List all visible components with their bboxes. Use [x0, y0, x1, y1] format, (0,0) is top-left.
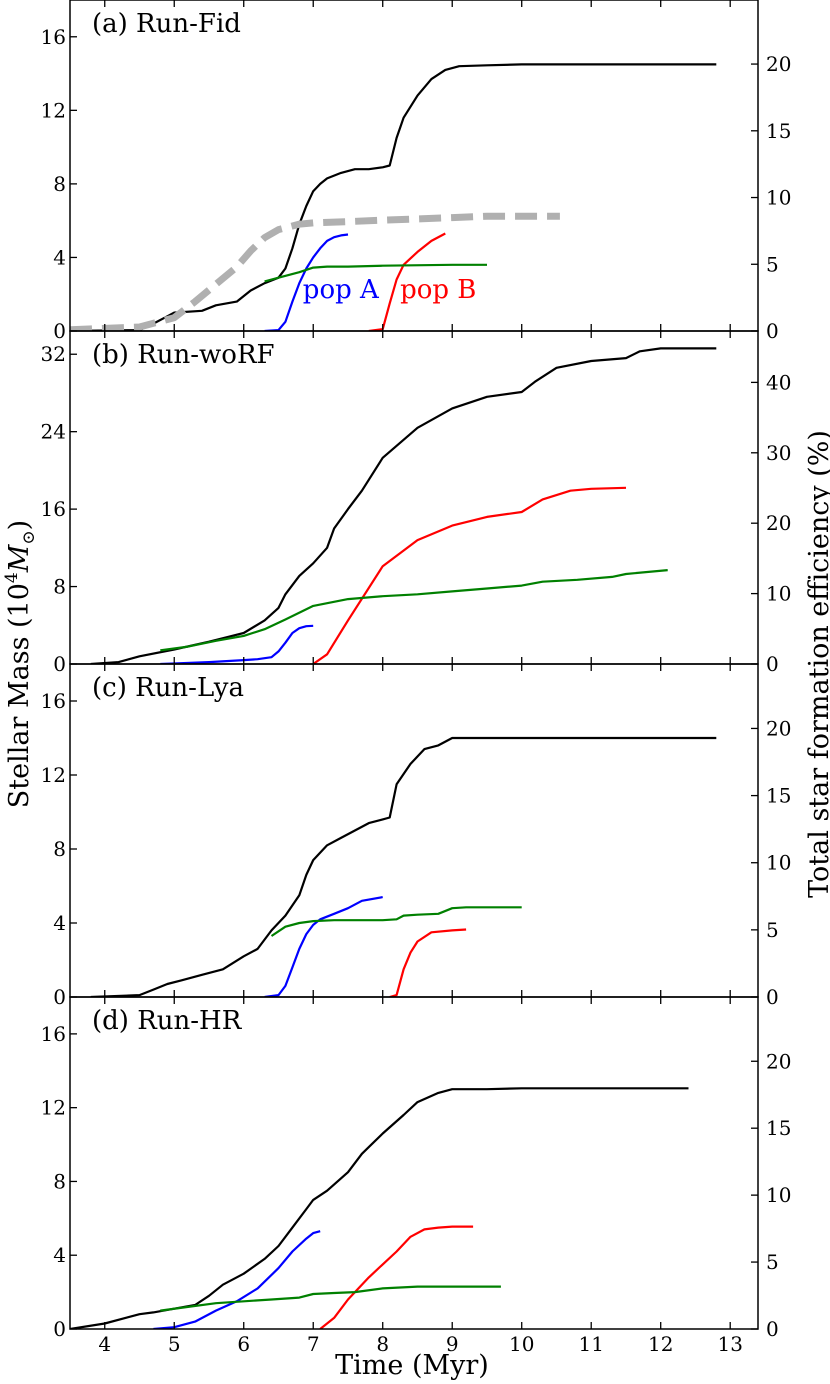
y-tick-label: 24: [41, 420, 66, 444]
panel-title: (d) Run-HR: [92, 1006, 243, 1036]
y-tick-label: 4: [53, 1243, 66, 1267]
series-line-total: [90, 347, 717, 664]
y-tick-label: 0: [53, 1317, 66, 1341]
y2-tick-label: 0: [766, 985, 779, 1009]
y-tick-label: 16: [41, 25, 66, 49]
y-tick-label: 4: [53, 911, 66, 935]
panel-3: 4 5 6 7 8 9 10 11 12 13 0 4 8 12 16 0 5 10 15 20 (d) Run-HR: [41, 996, 791, 1356]
panel-0: 0 4 8 12 16 0 5 10 15 20 (a) Run-Fid pop A pop B: [41, 0, 791, 343]
series-group: [70, 63, 717, 331]
y2-tick-label: 5: [766, 252, 779, 276]
series-line-total: [90, 736, 717, 997]
y-tick-label: 12: [41, 98, 66, 122]
y-tick-label: 16: [41, 1022, 66, 1046]
y-tick-label: 4: [53, 245, 66, 269]
y2-tick-label: 0: [766, 319, 779, 343]
y2-tick-label: 5: [766, 918, 779, 942]
series-line-total: [70, 1087, 689, 1329]
series-line-total: [70, 63, 717, 331]
y2-tick-label: 0: [766, 1317, 779, 1341]
x-axis-title: Time (Myr): [335, 1350, 489, 1381]
series-annotation: pop A: [303, 275, 380, 305]
series-group: [70, 1087, 689, 1329]
x-tick-label: 12: [648, 1332, 673, 1356]
series-line-pop-b: [312, 486, 627, 664]
series-line-pop-b: [319, 1225, 474, 1329]
y2-tick-label: 5: [766, 1250, 779, 1274]
series-line-sfe: [70, 212, 560, 331]
panel-1: 0 8 16 24 32 0 10 20 30 40 (b) Run-woRF: [41, 330, 791, 676]
y-tick-label: 8: [53, 837, 66, 861]
y-tick-label: 16: [41, 689, 66, 713]
y-tick-label: 8: [53, 575, 66, 599]
y2-tick-label: 15: [766, 119, 791, 143]
y2-tick-label: 30: [766, 441, 791, 465]
series-annotation: pop B: [400, 275, 476, 305]
y-axis-title-left: Stellar Mass (104M⊙): [2, 520, 39, 808]
series-line-other: [270, 906, 522, 937]
panel-frame: [69, 330, 759, 665]
y2-tick-label: 20: [766, 52, 791, 76]
y2-tick-label: 10: [766, 1183, 791, 1207]
plot-layer: 0 4 8 12 16 0 5 10 15 20 (a) Run-Fid pop A pop B 0 8 16…: [41, 0, 791, 1356]
panel-frame: [69, 996, 759, 1330]
series-group: [90, 736, 717, 997]
y2-tick-label: 20: [766, 511, 791, 535]
series-line-other: [160, 569, 668, 652]
panel-title: (b) Run-woRF: [92, 340, 275, 370]
series-line-other: [264, 263, 487, 283]
y-axis-title-right: Total star formation efficiency (%): [804, 430, 830, 898]
y-tick-label: 32: [41, 342, 66, 366]
series-line-pop-b: [368, 232, 446, 331]
series-line-other: [160, 1285, 501, 1312]
y2-tick-label: 20: [766, 1049, 791, 1073]
x-tick-label: 11: [578, 1332, 603, 1356]
panel-title: (c) Run-Lya: [92, 673, 244, 703]
x-tick-label: 9: [446, 1332, 459, 1356]
series-line-pop-a: [153, 1230, 321, 1329]
y-tick-label: 16: [41, 497, 66, 521]
y-tick-label: 0: [53, 985, 66, 1009]
x-tick-label: 8: [376, 1332, 389, 1356]
y-tick-label: 12: [41, 1096, 66, 1120]
y2-tick-label: 10: [766, 582, 791, 606]
panel-2: 0 4 8 12 16 0 5 10 15 20 (c) Run-Lya: [41, 663, 791, 1009]
x-tick-label: 10: [509, 1332, 534, 1356]
x-tick-label: 4: [98, 1332, 111, 1356]
y-tick-label: 8: [53, 172, 66, 196]
series-line-pop-a: [264, 233, 349, 331]
series-group: [90, 347, 717, 664]
y-tick-label: 0: [53, 652, 66, 676]
x-tick-label: 7: [307, 1332, 320, 1356]
series-line-pop-a: [264, 896, 383, 997]
panel-title: (a) Run-Fid: [92, 9, 241, 39]
y2-tick-label: 10: [766, 186, 791, 210]
y2-tick-label: 20: [766, 716, 791, 740]
y2-tick-label: 10: [766, 851, 791, 875]
y-tick-label: 0: [53, 319, 66, 343]
y2-tick-label: 40: [766, 370, 791, 394]
x-tick-label: 6: [237, 1332, 250, 1356]
x-tick-label: 13: [717, 1332, 742, 1356]
x-tick-label: 5: [168, 1332, 181, 1356]
y2-tick-label: 0: [766, 652, 779, 676]
series-line-pop-b: [389, 928, 467, 997]
y-tick-label: 8: [53, 1169, 66, 1193]
series-line-pop-a: [160, 624, 314, 664]
y2-tick-label: 15: [766, 1116, 791, 1140]
y2-tick-label: 15: [766, 784, 791, 808]
y-tick-label: 12: [41, 763, 66, 787]
